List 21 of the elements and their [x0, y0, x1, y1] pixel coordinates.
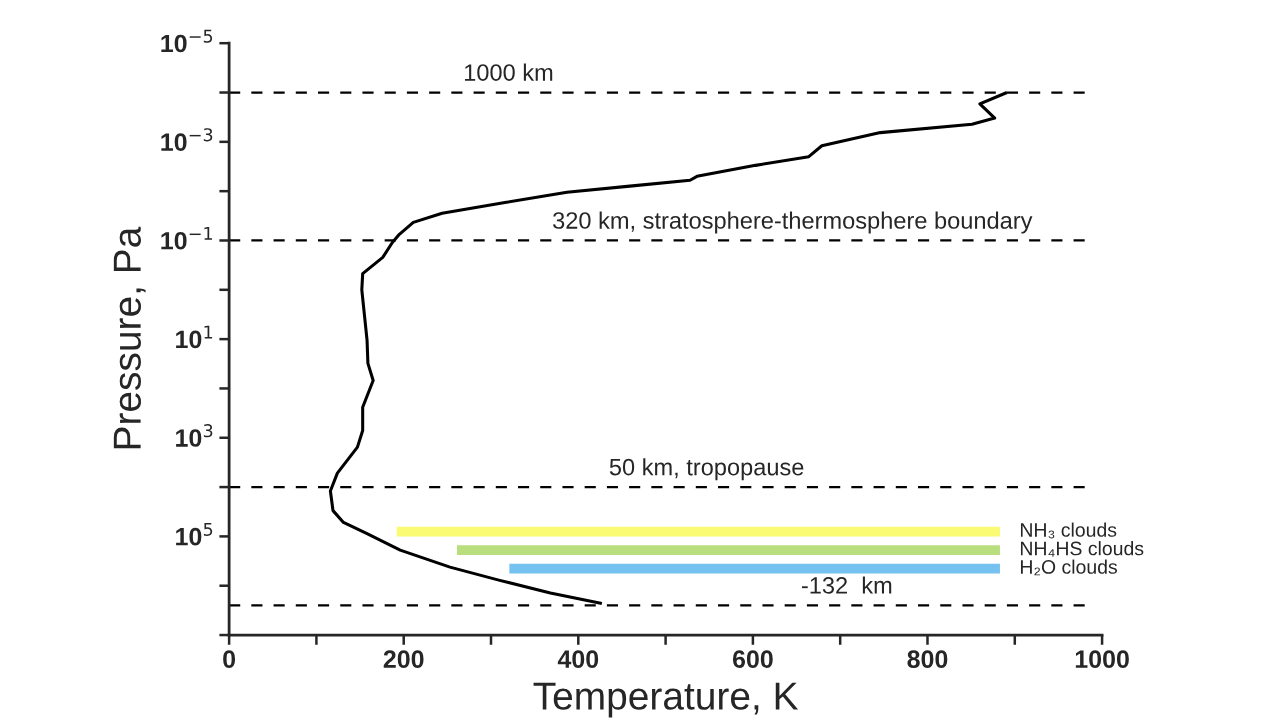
y-tick-label: 10$^{−5}$ — [161, 29, 213, 53]
ref-line-label: -132 km — [801, 576, 892, 594]
x-tick-label: 800 — [907, 650, 948, 668]
series-label: H₂O clouds — [1020, 559, 1118, 576]
y-tick-label: 10$^{−3}$ — [161, 128, 213, 151]
y-tick-label: 10$^{1}$ — [176, 325, 213, 349]
series-label: NH₄HS clouds — [1020, 541, 1144, 557]
ref-line-label: 1000 km — [464, 63, 553, 81]
y-tick-label: 10$^{3}$ — [176, 424, 213, 447]
x-tick-label: 400 — [557, 650, 599, 668]
series-label: NH₃ clouds — [1020, 522, 1117, 539]
x-tick-label: 600 — [732, 650, 773, 668]
ref-line-label: 50 km, tropopause — [609, 458, 804, 481]
x-axis-title: Temperature, K — [533, 682, 799, 718]
y-tick-label: 10$^{5}$ — [176, 522, 213, 546]
x-tick-label: 1000 — [1075, 650, 1129, 668]
y-tick-label: 10$^{−1}$ — [161, 227, 213, 250]
x-tick-label: 0 — [223, 650, 236, 668]
ref-line-label: 320 km, stratosphere-thermosphere boundary — [553, 211, 1033, 234]
y-axis-title: Pressure, Pa — [113, 226, 146, 449]
x-tick-label: 200 — [383, 650, 424, 668]
